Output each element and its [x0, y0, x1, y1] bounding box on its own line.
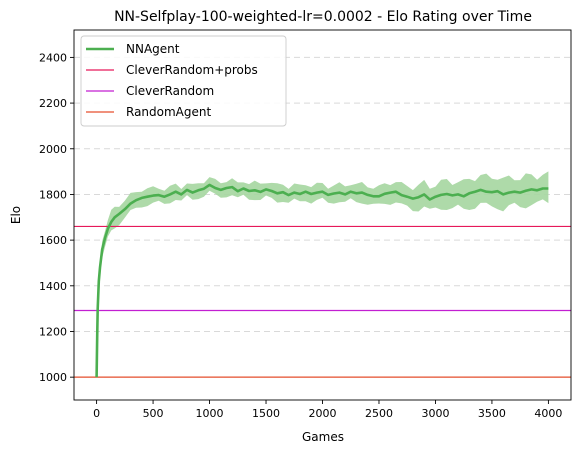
legend-label-cleverrandom-probs: CleverRandom+probs — [126, 63, 258, 77]
y-tick-label: 2200 — [39, 97, 67, 110]
x-axis-ticks: 0 500 1000 1500 2000 2500 3000 3500 4000 — [93, 400, 562, 420]
legend: NNAgent CleverRandom+probs CleverRandom Ran… — [80, 35, 287, 127]
x-tick-label: 1000 — [196, 407, 224, 420]
legend-label-randomagent: RandomAgent — [126, 105, 211, 119]
y-tick-label: 1000 — [39, 371, 67, 384]
x-tick-label: 2000 — [309, 407, 337, 420]
y-axis-ticks: 1000 1200 1400 1600 1800 2000 2200 2400 — [39, 51, 74, 384]
y-axis-label: Elo — [9, 206, 23, 224]
y-tick-label: 1400 — [39, 280, 67, 293]
x-tick-label: 2500 — [365, 407, 393, 420]
x-axis-label: Games — [302, 430, 344, 444]
legend-label-cleverrandom: CleverRandom — [126, 84, 214, 98]
y-tick-label: 1800 — [39, 188, 67, 201]
confidence-band — [96, 171, 549, 379]
x-tick-label: 3500 — [478, 407, 506, 420]
y-tick-label: 2400 — [39, 51, 67, 64]
y-tick-label: 2000 — [39, 143, 67, 156]
x-tick-label: 3000 — [421, 407, 449, 420]
x-tick-label: 1500 — [252, 407, 280, 420]
legend-label-nnagent: NNAgent — [126, 42, 180, 56]
x-tick-label: 4000 — [534, 407, 562, 420]
y-tick-label: 1600 — [39, 234, 67, 247]
nnagent-series — [95, 183, 549, 378]
x-tick-label: 0 — [93, 407, 100, 420]
chart-title: NN-Selfplay-100-weighted-lr=0.0002 - Elo… — [114, 9, 532, 25]
nnagent-band — [96, 171, 549, 379]
legend-box — [80, 35, 287, 127]
nnagent-line — [95, 183, 549, 378]
y-tick-label: 1200 — [39, 325, 67, 338]
x-tick-label: 500 — [143, 407, 164, 420]
reference-lines — [74, 225, 571, 378]
